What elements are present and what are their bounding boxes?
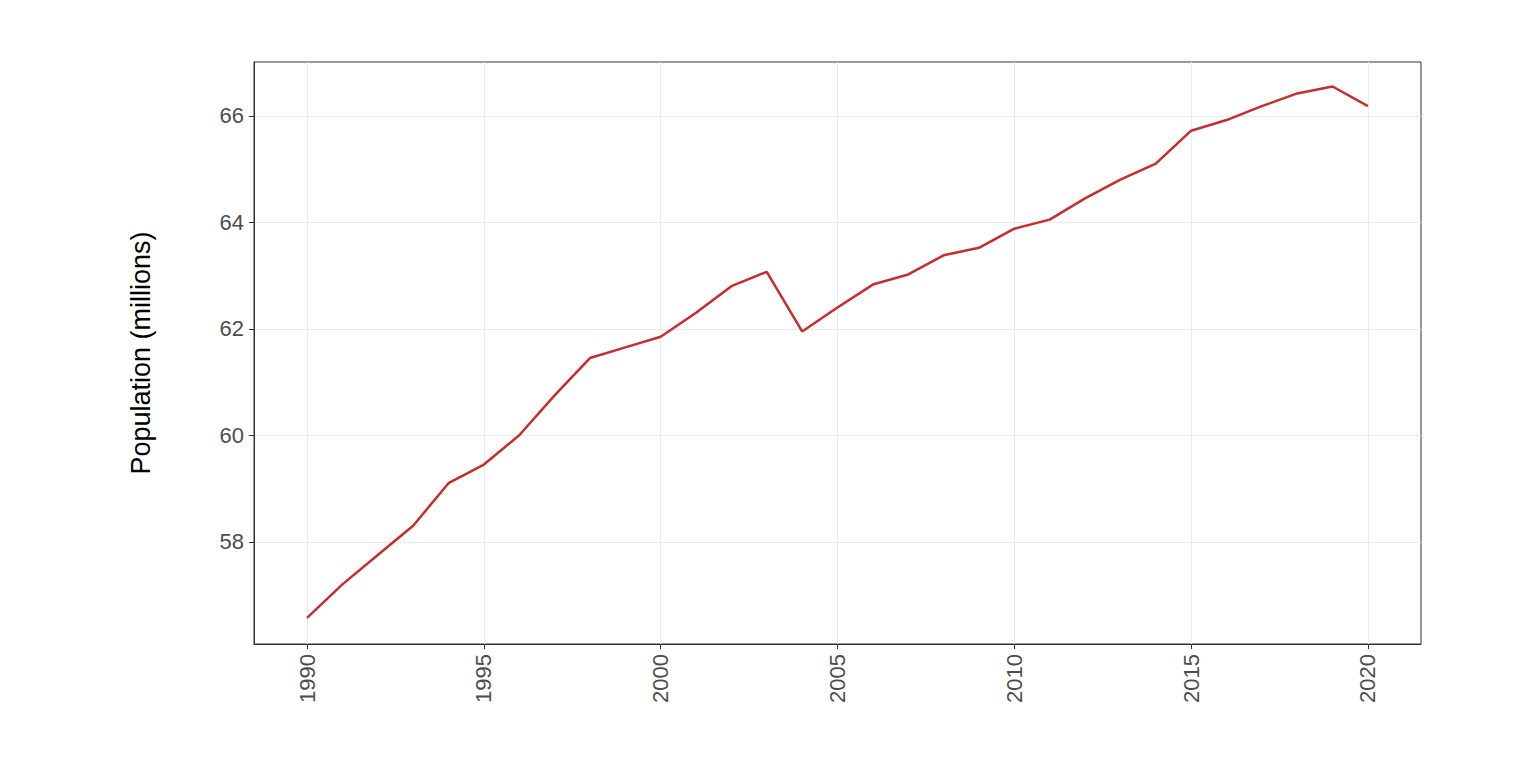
svg-text:58: 58 bbox=[220, 529, 244, 554]
svg-text:1990: 1990 bbox=[295, 654, 320, 703]
svg-text:66: 66 bbox=[220, 103, 244, 128]
svg-text:2005: 2005 bbox=[825, 654, 850, 703]
svg-text:2020: 2020 bbox=[1355, 654, 1380, 703]
svg-text:60: 60 bbox=[220, 423, 244, 448]
svg-text:64: 64 bbox=[220, 210, 244, 235]
svg-text:1995: 1995 bbox=[471, 654, 496, 703]
svg-text:2010: 2010 bbox=[1002, 654, 1027, 703]
svg-text:62: 62 bbox=[220, 316, 244, 341]
svg-text:2000: 2000 bbox=[648, 654, 673, 703]
svg-text:2015: 2015 bbox=[1179, 654, 1204, 703]
svg-text:Population (millions): Population (millions) bbox=[126, 231, 156, 474]
